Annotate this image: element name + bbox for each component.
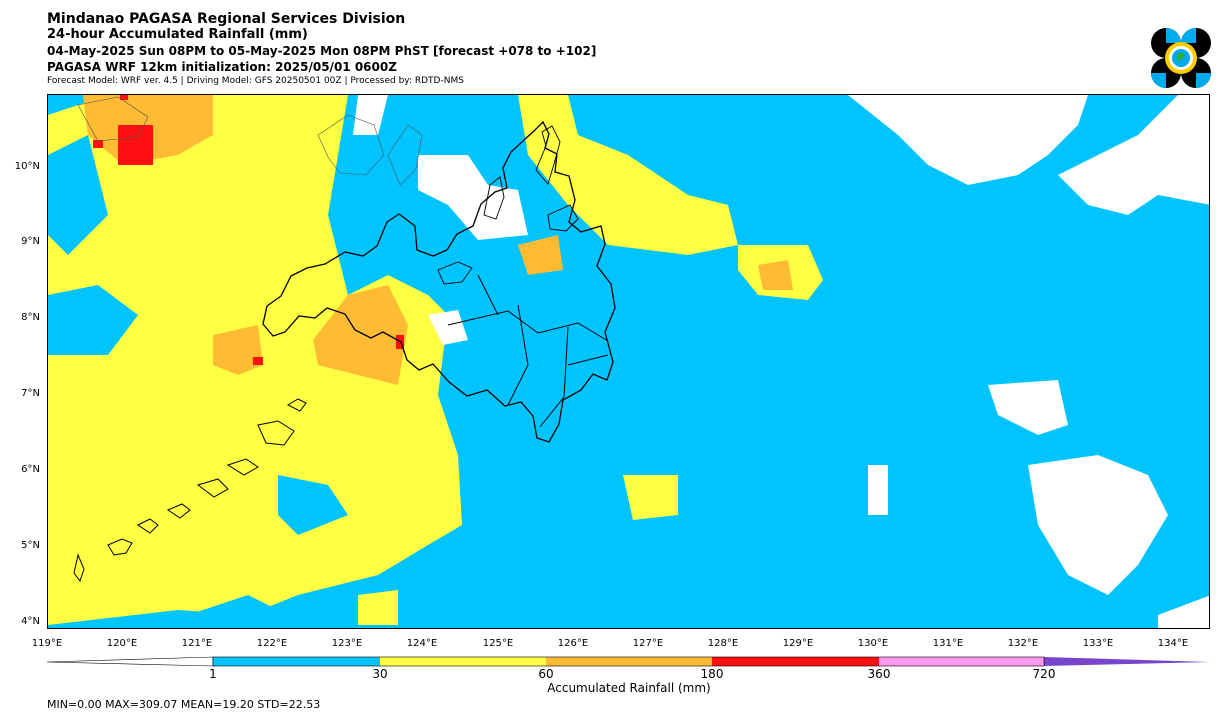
lon-tick-128e: 128°E [707, 638, 739, 649]
lat-tick-7n: 7°N [21, 388, 40, 399]
colorbar-title: Accumulated Rainfall (mm) [547, 681, 711, 695]
lon-tick-134e: 134°E [1157, 638, 1189, 649]
lon-tick-125e: 125°E [482, 638, 514, 649]
negros-panay-outline [317, 114, 423, 186]
rainfall-map [47, 94, 1210, 629]
colorbar-segment-30-60 [380, 657, 546, 666]
colorbar-label-1: 1 [209, 667, 217, 681]
lon-tick-129e: 129°E [782, 638, 814, 649]
rainfall-grid [48, 95, 1209, 628]
valid-period: 04-May-2025 Sun 08PM to 05-May-2025 Mon … [47, 44, 597, 58]
lat-tick-5n: 5°N [21, 540, 40, 551]
lon-tick-121e: 121°E [181, 638, 213, 649]
lat-tick-8n: 8°N [21, 312, 40, 323]
colorbar-label-30: 30 [372, 667, 388, 681]
lon-tick-122e: 122°E [256, 638, 288, 649]
lon-tick-130e: 130°E [857, 638, 889, 649]
colorbar-segment-360-720 [879, 657, 1044, 666]
lon-tick-127e: 127°E [632, 638, 664, 649]
colorbar-label-60: 60 [538, 667, 554, 681]
pagasa-logo-icon [1151, 28, 1211, 88]
colorbar-label-180: 180 [700, 667, 724, 681]
lon-tick-133e: 133°E [1082, 638, 1114, 649]
lat-tick-6n: 6°N [21, 464, 40, 475]
product-title: 24-hour Accumulated Rainfall (mm) [47, 27, 308, 42]
lon-tick-124e: 124°E [406, 638, 438, 649]
mindanao-inner-borders [447, 274, 609, 428]
model-info-line: Forecast Model: WRF ver. 4.5 | Driving M… [47, 76, 464, 86]
lat-tick-10n: 10°N [14, 161, 40, 172]
colorbar-segment-180-360 [712, 657, 879, 666]
lon-tick-120e: 120°E [106, 638, 138, 649]
coastline-outlines [73, 96, 616, 583]
colorbar-segment-none [46, 656, 214, 667]
samar-leyte-outline [535, 125, 579, 232]
lat-tick-4n: 4°N [21, 616, 40, 627]
lon-tick-123e: 123°E [331, 638, 363, 649]
lon-tick-131e: 131°E [932, 638, 964, 649]
lon-tick-119e: 119°E [31, 638, 63, 649]
palawan-outline [77, 96, 149, 142]
colorbar-label-360: 360 [867, 667, 891, 681]
map-title: Mindanao PAGASA Regional Services Divisi… [47, 11, 406, 27]
colorbar-segment-1-30 [213, 657, 380, 666]
colorbar-segment-60-180 [546, 657, 712, 666]
lat-tick-9n: 9°N [21, 236, 40, 247]
lon-tick-132e: 132°E [1007, 638, 1039, 649]
initialization-line: PAGASA WRF 12km initialization: 2025/05/… [47, 60, 397, 74]
bohol-cebu-outline [437, 176, 505, 285]
sulu-archipelago [73, 398, 307, 583]
mindanao-outline [262, 120, 616, 443]
statistics-line: MIN=0.00 MAX=309.07 MEAN=19.20 STD=22.53 [47, 698, 321, 711]
colorbar-segment-720-plus [1044, 657, 1210, 666]
lon-tick-126e: 126°E [557, 638, 589, 649]
colorbar-label-720: 720 [1032, 667, 1056, 681]
